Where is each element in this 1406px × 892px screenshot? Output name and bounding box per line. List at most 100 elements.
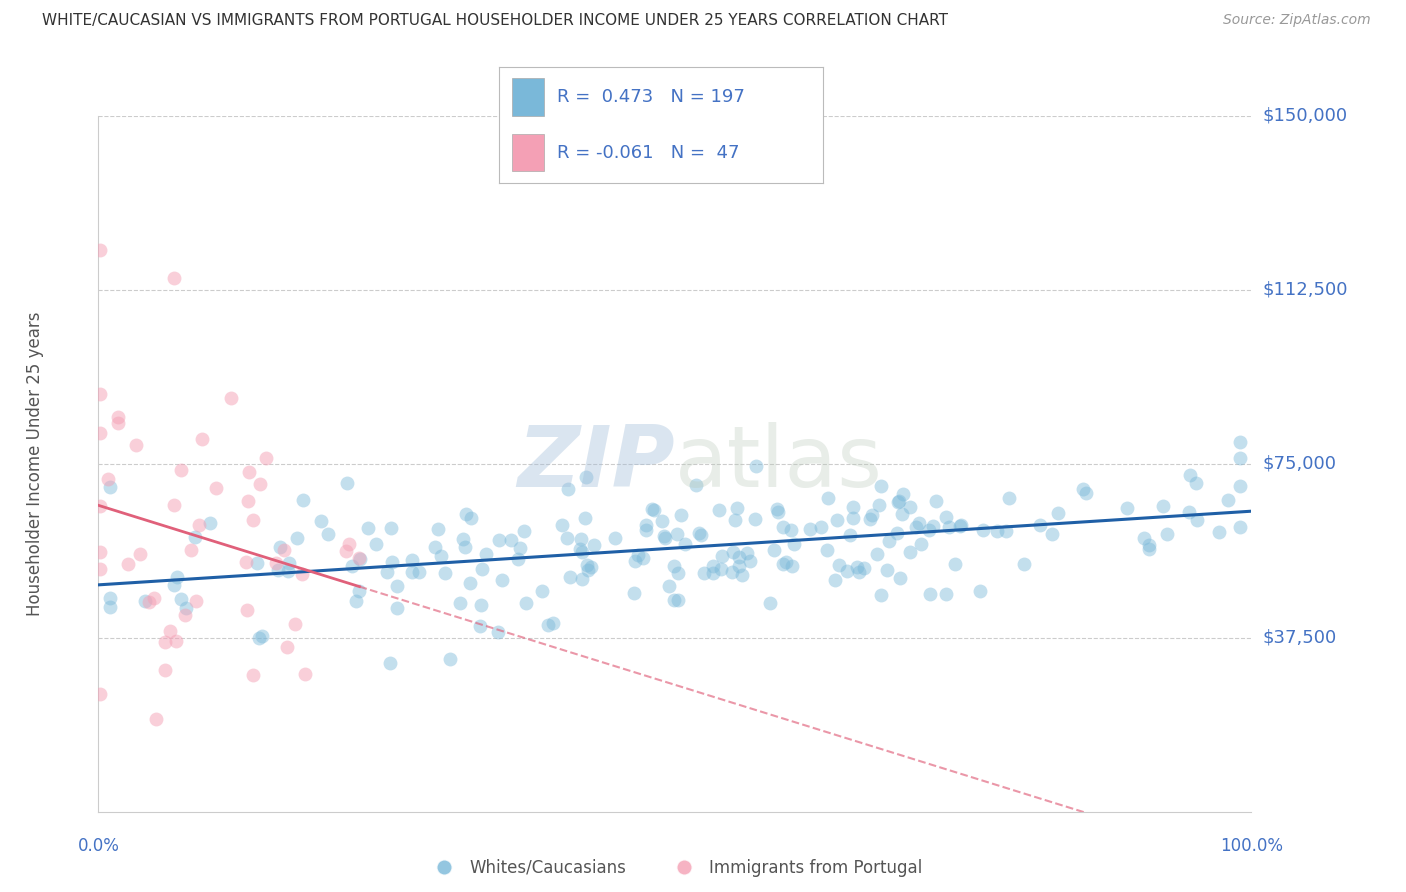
Point <box>292 492 315 507</box>
Point <box>470 619 492 633</box>
Point <box>986 524 1008 538</box>
Point <box>824 573 846 587</box>
Point <box>898 545 921 559</box>
Point <box>235 556 257 570</box>
Point <box>666 592 689 607</box>
Point <box>658 579 681 593</box>
Point <box>886 525 908 540</box>
Point <box>738 554 761 568</box>
Text: $75,000: $75,000 <box>1263 455 1337 473</box>
Legend: Whites/Caucasians, Immigrants from Portugal: Whites/Caucasians, Immigrants from Portu… <box>420 852 929 883</box>
Point <box>893 487 915 501</box>
Point <box>560 570 582 584</box>
Point <box>187 518 209 533</box>
Point <box>890 508 912 522</box>
Point <box>128 547 150 561</box>
Text: $37,500: $37,500 <box>1263 629 1337 647</box>
Point <box>969 583 991 598</box>
Point <box>439 652 461 666</box>
Point <box>925 493 948 508</box>
Point <box>1156 527 1178 541</box>
Point <box>702 558 724 573</box>
Point <box>1185 513 1208 527</box>
Point <box>291 567 314 582</box>
Point <box>89 426 111 441</box>
Point <box>860 508 883 522</box>
Point <box>541 616 564 631</box>
Point <box>366 536 388 550</box>
Point <box>153 635 176 649</box>
Point <box>1137 538 1160 552</box>
Point <box>870 479 893 493</box>
Point <box>869 588 891 602</box>
Point <box>783 537 806 551</box>
Point <box>335 544 357 558</box>
Point <box>641 502 664 516</box>
Point <box>264 557 287 571</box>
Point <box>486 624 509 639</box>
FancyBboxPatch shape <box>512 78 544 116</box>
Point <box>107 409 129 424</box>
Point <box>342 559 364 574</box>
Point <box>1071 482 1094 496</box>
Point <box>236 494 259 508</box>
Point <box>198 516 221 530</box>
Point <box>828 558 851 572</box>
Point <box>1218 493 1240 508</box>
Text: Source: ZipAtlas.com: Source: ZipAtlas.com <box>1223 13 1371 28</box>
Point <box>506 552 529 566</box>
Point <box>766 505 789 519</box>
Point <box>721 565 744 579</box>
Point <box>145 712 167 726</box>
Point <box>165 634 187 648</box>
Point <box>1180 468 1202 483</box>
Point <box>876 563 898 577</box>
Point <box>666 526 689 541</box>
Point <box>810 519 832 533</box>
Point <box>89 687 111 701</box>
Point <box>269 541 291 555</box>
Point <box>758 596 780 610</box>
Point <box>1229 435 1251 450</box>
Point <box>344 594 367 608</box>
Point <box>745 458 768 473</box>
Point <box>513 524 536 538</box>
Point <box>1115 500 1137 515</box>
Point <box>889 494 911 508</box>
Point <box>634 518 657 533</box>
Point <box>173 607 195 622</box>
Text: atlas: atlas <box>675 422 883 506</box>
Text: 0.0%: 0.0% <box>77 837 120 855</box>
Point <box>724 513 747 527</box>
Point <box>920 587 942 601</box>
Point <box>825 513 848 527</box>
Point <box>337 537 360 551</box>
Point <box>710 549 733 564</box>
Point <box>470 598 492 612</box>
Point <box>254 450 277 465</box>
Point <box>766 502 789 516</box>
Point <box>576 563 599 577</box>
Point <box>98 480 121 494</box>
Point <box>707 503 730 517</box>
Point <box>1040 526 1063 541</box>
Text: 100.0%: 100.0% <box>1220 837 1282 855</box>
Point <box>1208 525 1230 540</box>
Point <box>423 540 446 554</box>
Point <box>249 476 271 491</box>
Point <box>848 566 870 580</box>
Point <box>1184 475 1206 490</box>
Point <box>1229 479 1251 493</box>
Point <box>163 498 186 512</box>
Point <box>89 545 111 559</box>
Point <box>859 511 882 525</box>
Point <box>643 503 665 517</box>
Point <box>669 508 692 522</box>
Point <box>574 510 596 524</box>
Point <box>668 566 690 580</box>
Point <box>652 528 675 542</box>
Point <box>283 617 305 632</box>
Point <box>238 465 260 479</box>
Point <box>401 565 423 579</box>
Point <box>735 545 758 559</box>
